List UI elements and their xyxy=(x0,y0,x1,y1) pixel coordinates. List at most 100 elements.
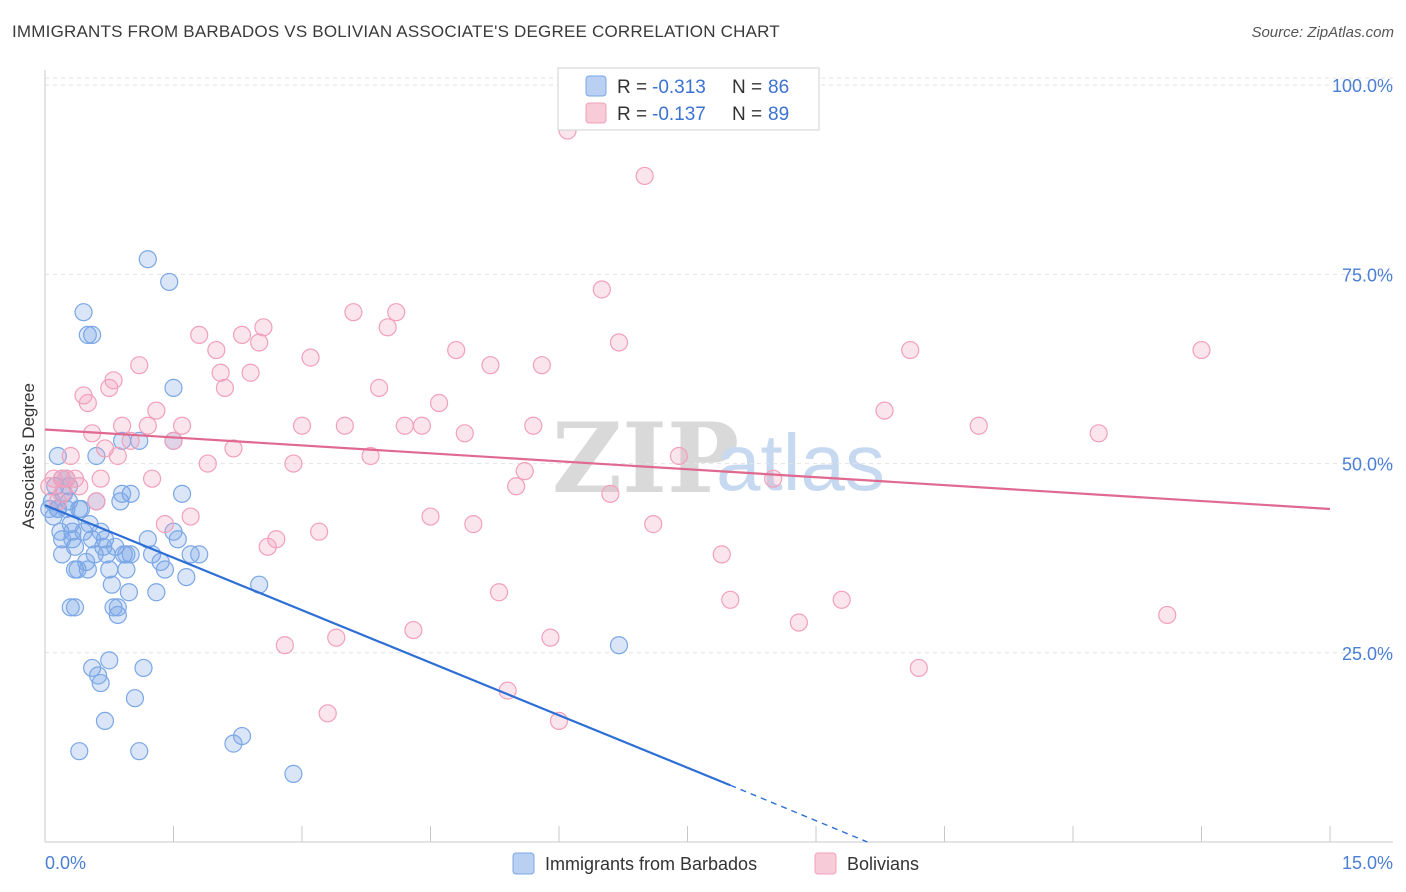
bolivians-point-32 xyxy=(250,333,269,352)
barbados-point-38 xyxy=(121,545,140,564)
bolivians-point-86 xyxy=(142,469,162,488)
bolivians-point-46 xyxy=(370,378,389,397)
trend-lines xyxy=(44,428,1331,843)
barbados-point-63 xyxy=(108,605,127,625)
barbados-point-62 xyxy=(63,530,82,549)
bolivians-point-7 xyxy=(70,477,89,496)
bolivians-point-87 xyxy=(53,469,72,488)
bolivians-point-54 xyxy=(447,340,466,360)
y-tick-label-50: 50.0% xyxy=(1342,455,1393,475)
barbados-point-46 xyxy=(155,560,175,579)
barbados-point-52 xyxy=(70,742,89,761)
barbados-point-15 xyxy=(71,499,91,519)
bolivians-point-26 xyxy=(207,340,226,360)
bolivians-point-31 xyxy=(241,363,260,382)
barbados-point-50 xyxy=(61,598,80,617)
bolivians-point-62 xyxy=(524,416,543,435)
bolivians-point-81 xyxy=(969,416,988,435)
bolivians-point-53 xyxy=(429,393,449,413)
y-tick-labels: 25.0% 50.0% 75.0% 100.0% xyxy=(1332,76,1393,664)
barbados-point-33 xyxy=(111,492,130,511)
barbados-point-56 xyxy=(95,711,115,731)
bolivians-point-39 xyxy=(301,348,320,367)
y-tick-label-100: 100.0% xyxy=(1332,76,1393,96)
bolivians-point-30 xyxy=(232,325,252,345)
x-tick-label-max: 15.0% xyxy=(1342,853,1393,873)
barbados-point-68 xyxy=(160,272,179,292)
bolivians-point-75 xyxy=(764,469,783,488)
barbados-point-85 xyxy=(177,567,196,587)
bolivians-point-48 xyxy=(387,303,406,322)
y-tick-label-25: 25.0% xyxy=(1342,644,1393,664)
barbados-point-39 xyxy=(125,689,145,708)
bottom-legend-label-barbados: Immigrants from Barbados xyxy=(545,854,757,874)
barbados-point-44 xyxy=(147,583,166,602)
bolivians-point-64 xyxy=(541,628,560,647)
barbados-point-82 xyxy=(65,560,85,579)
bolivians-point-41 xyxy=(318,704,337,723)
bolivians-point-88 xyxy=(91,469,110,488)
bolivians-point-42 xyxy=(327,628,346,647)
watermark-zip: ZIP xyxy=(552,402,739,515)
bolivians-point-57 xyxy=(481,356,500,375)
legend-swatch-barbados xyxy=(585,75,607,97)
bolivians-point-36 xyxy=(275,636,294,655)
legend-swatch-bolivians xyxy=(585,102,607,124)
bolivians-point-49 xyxy=(395,416,414,435)
bolivians-point-58 xyxy=(489,583,509,602)
bolivians-point-84 xyxy=(1192,340,1211,360)
source-label: Source: ZipAtlas.com xyxy=(1251,24,1394,41)
barbados-point-55 xyxy=(74,303,93,322)
bolivians-point-17 xyxy=(130,356,149,375)
bolivians-point-51 xyxy=(412,416,432,435)
bolivians-point-28 xyxy=(215,378,234,397)
bottom-legend-swatch-barbados xyxy=(512,852,535,875)
barbados-point-58 xyxy=(48,446,67,466)
bolivians-point-79 xyxy=(901,340,920,360)
x-ticks xyxy=(44,826,1331,842)
bolivians-point-85 xyxy=(108,446,127,466)
bolivians-point-23 xyxy=(181,507,200,526)
barbados-point-77 xyxy=(91,673,110,693)
legend-n-label-bolivians: N = xyxy=(732,104,762,125)
barbados-point-69 xyxy=(164,378,183,397)
bolivians-point-44 xyxy=(344,303,363,322)
barbados-point-40 xyxy=(130,742,149,761)
barbados-point-67 xyxy=(138,250,157,269)
legend-r-label-bolivians: R = xyxy=(617,104,647,125)
bolivians-point-21 xyxy=(164,431,183,450)
bolivians-point-50 xyxy=(404,620,423,640)
y-tick-label-75: 75.0% xyxy=(1342,265,1393,285)
bolivians-point-78 xyxy=(875,401,894,420)
bolivians-point-9 xyxy=(78,393,97,413)
bolivians-point-47 xyxy=(378,318,397,337)
bolivians-point-60 xyxy=(507,477,526,496)
barbados-point-53 xyxy=(78,325,97,345)
barbados-point-76 xyxy=(609,636,629,655)
barbados-point-71 xyxy=(190,545,209,564)
legend-n-value-bolivians: 89 xyxy=(768,104,789,125)
bolivians-point-76 xyxy=(789,613,808,632)
barbados-point-37 xyxy=(119,583,139,602)
legend-r-value-bolivians: -0.137 xyxy=(652,104,706,125)
bolivians-point-73 xyxy=(712,545,731,564)
bottom-legend: Immigrants from Barbados Bolivians xyxy=(512,852,919,875)
bolivians-point-83 xyxy=(1158,605,1177,625)
barbados-point-29 xyxy=(102,575,121,594)
barbados-point-57 xyxy=(100,651,119,670)
bolivians-point-80 xyxy=(909,658,928,678)
barbados-point-75 xyxy=(284,764,303,783)
bolivians-point-14 xyxy=(104,371,123,390)
bolivians-point-52 xyxy=(421,507,440,526)
barbados-point-64 xyxy=(117,545,136,564)
bolivians-point-19 xyxy=(147,401,166,420)
bolivians-point-16 xyxy=(121,431,140,450)
bolivians-point-82 xyxy=(1089,424,1108,443)
legend-r-label-barbados: R = xyxy=(617,77,647,98)
bolivians-point-56 xyxy=(464,515,483,534)
bolivians-point-5 xyxy=(61,446,80,466)
bolivians-point-38 xyxy=(292,416,312,435)
barbados-trend-line xyxy=(44,504,731,787)
bottom-legend-swatch-bolivians xyxy=(814,852,837,875)
series-bolivians-points xyxy=(40,121,1211,731)
